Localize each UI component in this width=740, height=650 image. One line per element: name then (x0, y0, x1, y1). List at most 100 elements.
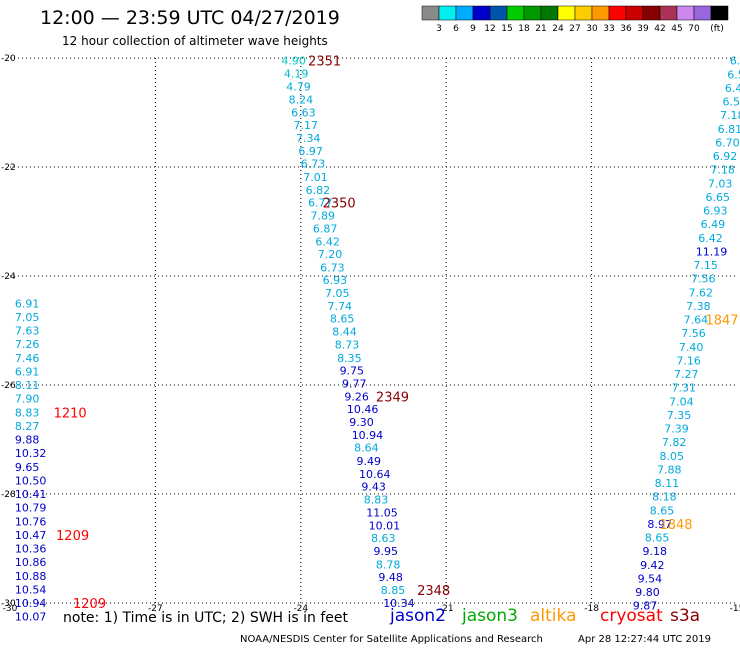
data-point-label: 9.80 (635, 586, 660, 599)
data-point-label: 6.42 (315, 236, 340, 249)
legend-swatch (523, 5, 542, 21)
data-point-label: 6.5 (727, 68, 740, 81)
data-point-label: 4.79 (286, 80, 311, 93)
legend-label: 42 (654, 24, 665, 34)
data-point-label: 6.91 (15, 297, 39, 310)
legend-swatch (710, 5, 729, 21)
data-point-label: 6.49 (701, 218, 726, 231)
legend-swatch (625, 5, 644, 21)
data-point-label: 7.56 (691, 273, 716, 286)
legend-s3a: s3a (670, 606, 701, 626)
data-point-label: 8.83 (364, 493, 389, 506)
x-tick-label: -18 (584, 604, 599, 614)
data-point-label: 8.65 (650, 504, 675, 517)
data-point-label: 10.07 (15, 611, 46, 624)
y-tick-label: -26 (1, 381, 16, 391)
data-point-label: 8.97 (647, 518, 672, 531)
legend-cryosat: cryosat (600, 606, 663, 626)
data-point-label: 6.2 (730, 55, 740, 68)
data-point-label: 9.65 (15, 461, 39, 474)
legend-label: 45 (671, 24, 682, 34)
data-point-label: 9.88 (15, 434, 39, 447)
time-label: 2350 (323, 196, 356, 211)
data-point-label: 8.27 (15, 420, 39, 433)
data-point-label: 6.42 (698, 232, 723, 245)
legend-swatch (421, 5, 440, 21)
time-label: 1848 (659, 518, 692, 533)
legend-swatch (455, 5, 474, 21)
legend-swatch (540, 5, 559, 21)
data-point-label: 6.81 (718, 123, 740, 136)
legend-label: 36 (620, 24, 632, 34)
data-point-label: 7.27 (674, 368, 699, 381)
data-point-label: 6.73 (320, 261, 345, 274)
data-point-label: 10.94 (15, 597, 46, 610)
data-point-label: 8.83 (15, 406, 39, 419)
data-point-label: 9.26 (344, 390, 369, 403)
legend-label: 12 (484, 24, 495, 34)
time-label: 2351 (308, 55, 341, 70)
data-point-label: 7.88 (657, 463, 682, 476)
footer-note: note: 1) Time is in UTC; 2) SWH is in fe… (63, 610, 349, 626)
data-point-label: 8.65 (330, 313, 355, 326)
data-point-label: 10.34 (383, 597, 415, 610)
legend-swatch (438, 5, 457, 21)
data-point-label: 9.54 (638, 572, 663, 585)
data-point-label: 7.35 (667, 409, 692, 422)
data-point-label: 7.34 (296, 132, 321, 145)
data-point-label: 9.75 (340, 364, 365, 377)
legend-altika: altika (530, 606, 577, 626)
legend-swatch (659, 5, 678, 21)
data-point-label: 7.63 (15, 325, 39, 338)
x-tick-label: -27 (148, 604, 163, 614)
chart-subtitle: 12 hour collection of altimeter wave hei… (62, 34, 328, 48)
data-point-label: 6.65 (705, 191, 730, 204)
data-point-label: 7.03 (708, 177, 733, 190)
data-point-label: 7.64 (684, 314, 709, 327)
data-point-label: 6.92 (713, 150, 738, 163)
legend-label: 24 (552, 24, 564, 34)
data-point-label: 8.35 (337, 352, 362, 365)
data-point-label: 6.41 (725, 82, 740, 95)
data-point-label: 8.11 (655, 477, 680, 490)
data-point-label: 9.49 (357, 455, 382, 468)
time-label: 2349 (376, 390, 409, 405)
data-point-label: 8.65 (645, 532, 670, 545)
data-point-label: 7.15 (693, 259, 718, 272)
credit-text: NOAA/NESDIS Center for Satellite Applica… (240, 634, 543, 645)
data-point-label: 6.77 (308, 196, 333, 209)
data-point-label: 10.01 (369, 520, 401, 533)
data-point-label: 6.56 (722, 96, 740, 109)
data-point-label: 7.62 (689, 286, 714, 299)
legend-swatch (608, 5, 627, 21)
legend-label: 30 (586, 24, 598, 34)
legend-jason3: jason3 (462, 606, 518, 626)
data-point-label: 7.17 (294, 119, 319, 132)
legend-label: 33 (603, 24, 614, 34)
legend-swatch (574, 5, 593, 21)
legend-label: 70 (688, 24, 700, 34)
legend-label: (ft) (710, 24, 724, 34)
x-tick-label: -21 (439, 604, 454, 614)
data-point-label: 9.42 (640, 559, 665, 572)
y-tick-label: -30 (1, 599, 16, 609)
data-point-label: 6.91 (15, 365, 39, 378)
data-point-label: 7.04 (669, 395, 694, 408)
data-point-label: 6.82 (306, 184, 331, 197)
data-point-label: 8.24 (289, 93, 314, 106)
data-point-label: 7.05 (15, 311, 39, 324)
data-point-label: 7.05 (325, 287, 350, 300)
data-point-label: 6.93 (703, 205, 728, 218)
data-point-label: 7.01 (303, 171, 328, 184)
data-point-label: 10.36 (15, 543, 46, 556)
data-point-label: 4.90 (281, 55, 306, 68)
data-point-label: 7.20 (318, 248, 343, 261)
time-label: 1209 (56, 529, 89, 544)
time-label: 1210 (54, 406, 87, 421)
data-point-label: 10.88 (15, 570, 46, 583)
data-point-label: 6.97 (298, 145, 323, 158)
y-tick-label: -28 (1, 490, 16, 500)
data-point-label: 9.30 (349, 416, 374, 429)
data-point-label: 7.46 (15, 352, 39, 365)
legend-swatch (489, 5, 508, 21)
